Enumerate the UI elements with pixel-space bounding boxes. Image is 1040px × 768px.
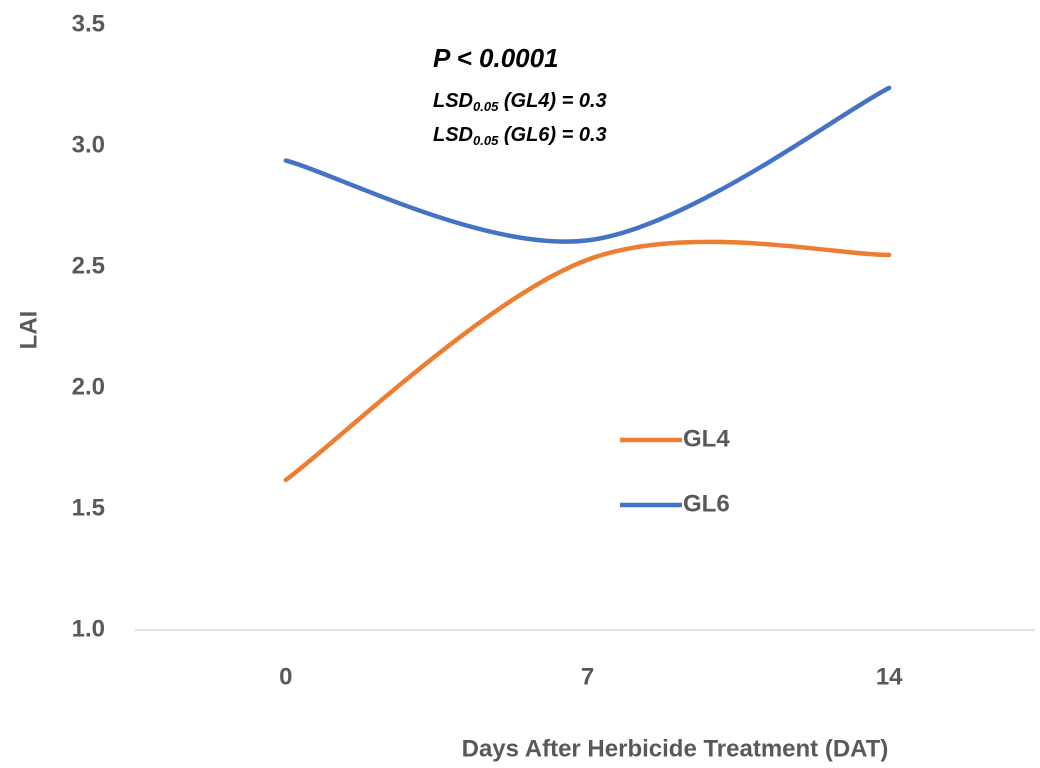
y-axis-title: LAI: [15, 311, 42, 350]
annotation: P < 0.0001: [433, 43, 559, 73]
x-tick-label: 7: [581, 663, 594, 690]
annotation-rest: (GL4) = 0.3: [498, 90, 606, 112]
legend-text: GL4: [683, 425, 730, 452]
y-tick-label: 2.0: [72, 373, 105, 400]
x-axis-title: Days After Herbicide Treatment (DAT): [462, 735, 889, 762]
series-line: [283, 239, 892, 483]
annotation-rest: (GL6) = 0.3: [498, 124, 606, 146]
y-tick-label: 2.5: [72, 252, 105, 279]
y-tick-label: 3.5: [72, 10, 105, 37]
y-tick-label: 3.0: [72, 131, 105, 158]
legend-text: GL6: [683, 490, 730, 517]
annotation: LSD0.05 (GL4) = 0.3: [433, 90, 607, 114]
x-tick-label: 0: [279, 663, 292, 690]
series-line: [283, 85, 892, 244]
y-tick-label: 1.0: [72, 615, 105, 642]
annotation-sub: 0.05: [473, 99, 499, 114]
annotation-sub: 0.05: [473, 133, 499, 148]
annotation-text: LSD: [433, 90, 473, 112]
annotation: LSD0.05 (GL6) = 0.3: [433, 124, 607, 148]
y-tick-label: 1.5: [72, 494, 105, 521]
annotation-text: LSD: [433, 124, 473, 146]
x-tick-label: 14: [876, 663, 903, 690]
